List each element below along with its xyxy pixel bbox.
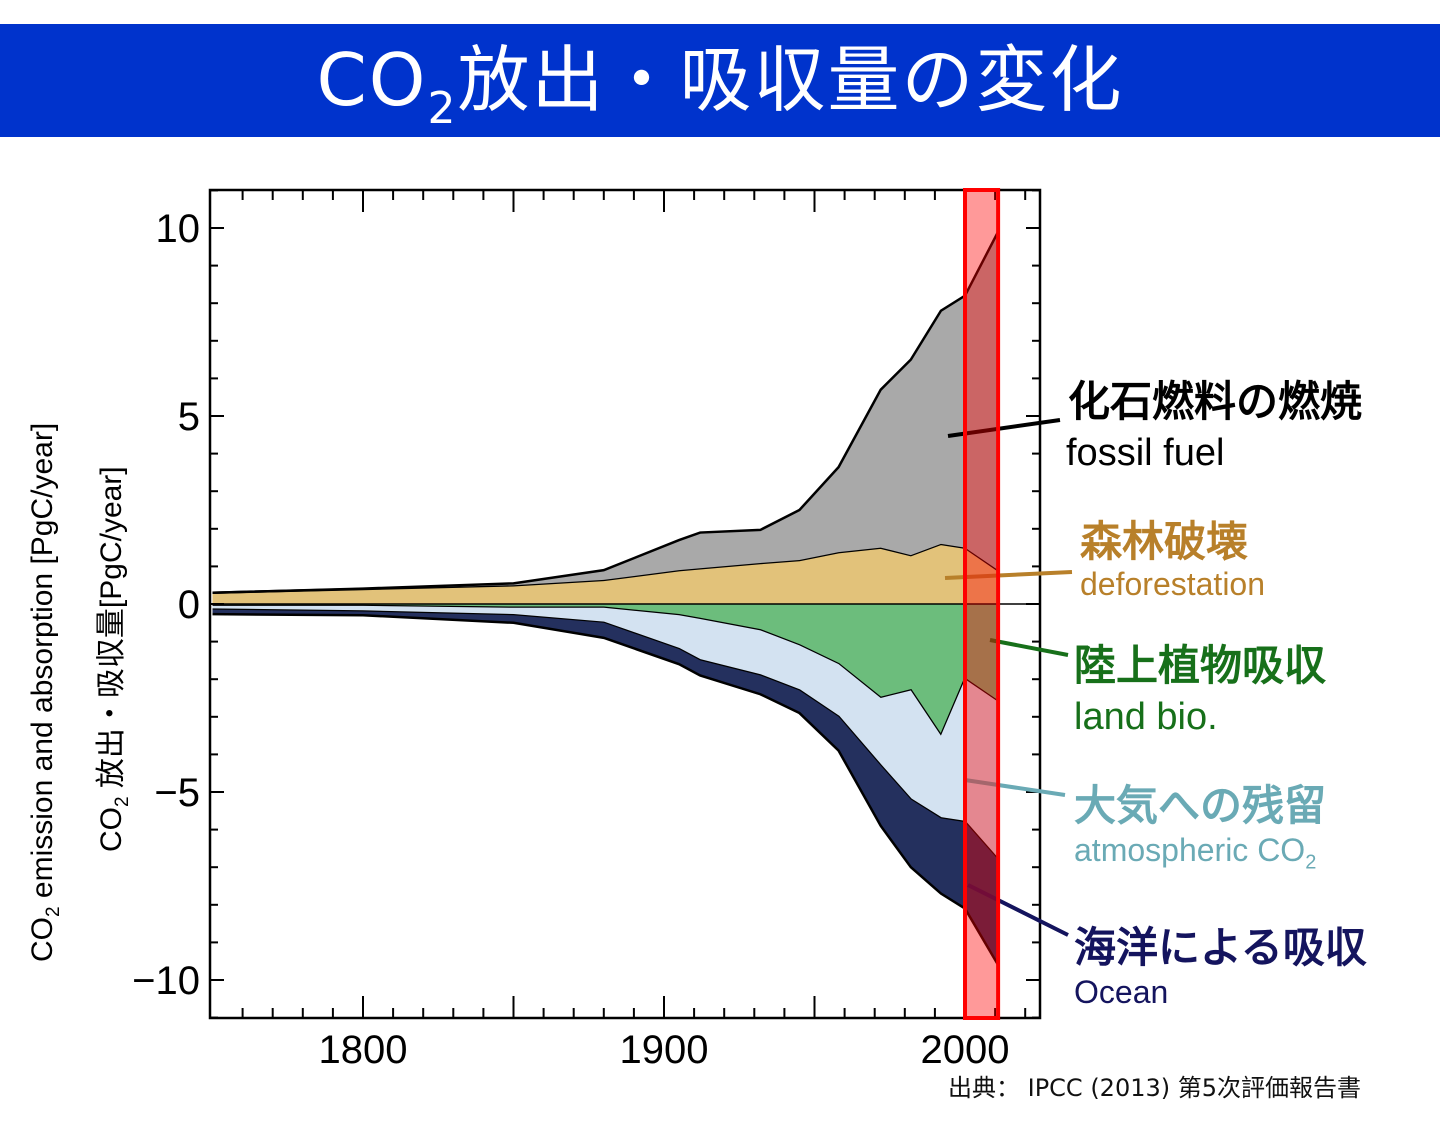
source-citation: 出典： IPCC (2013) 第5次評価報告書 bbox=[948, 1074, 1362, 1102]
area-ocean bbox=[212, 609, 999, 965]
leader-land bbox=[989, 638, 1069, 657]
boundary-fossil-fuel bbox=[212, 231, 1000, 594]
label-land-jp: 陸上植物吸収 bbox=[1074, 641, 1327, 690]
y-tick-label: −10 bbox=[132, 959, 200, 1003]
highlight-layer bbox=[963, 188, 1001, 1020]
y-tick-label: 10 bbox=[156, 207, 201, 251]
y-axis-title-japanese: CO2 放出・吸収量[PgC/year] bbox=[95, 466, 133, 852]
leader-atmosphere bbox=[964, 778, 1066, 797]
title-subscript: 2 bbox=[427, 83, 458, 134]
x-tick-label: 2000 bbox=[921, 1028, 1010, 1072]
highlight-box bbox=[963, 188, 1001, 1020]
x-tick-label: 1800 bbox=[319, 1028, 408, 1072]
title-prefix: CO bbox=[316, 38, 428, 122]
label-fossil-jp: 化石燃料の燃焼 bbox=[1068, 377, 1363, 426]
boundary-ocean bbox=[212, 612, 1000, 966]
y-tick-label: −5 bbox=[154, 771, 200, 815]
title-text: 放出・吸収量の変化 bbox=[457, 38, 1124, 122]
area-fossil-fuel bbox=[212, 231, 999, 593]
label-atmosphere-jp: 大気への残留 bbox=[1074, 781, 1327, 830]
y-tick-label: 0 bbox=[178, 583, 200, 627]
label-ocean-en: Ocean bbox=[1074, 974, 1169, 1010]
area-land-bio- bbox=[212, 604, 999, 736]
label-land-en: land bio. bbox=[1074, 696, 1218, 738]
label-fossil-en: fossil fuel bbox=[1066, 432, 1225, 474]
label-atmosphere-en: atmospheric CO2 bbox=[1074, 832, 1317, 874]
y-axis-title-english: CO2 emission and absorption [PgC/year] bbox=[26, 422, 64, 962]
area-atmospheric-co2 bbox=[212, 605, 999, 860]
title-banner: CO2放出・吸収量の変化 bbox=[0, 24, 1440, 137]
axes: 10 5 0 −5 −10 1800 1900 2000 bbox=[132, 188, 1042, 1072]
area-layers bbox=[212, 231, 1000, 966]
label-deforestation-en: deforestation bbox=[1080, 566, 1266, 602]
label-ocean-jp: 海洋による吸収 bbox=[1074, 923, 1367, 972]
leader-ocean bbox=[967, 883, 1069, 937]
label-deforestation-jp: 森林破壊 bbox=[1080, 517, 1249, 566]
x-tick-label: 1900 bbox=[620, 1028, 709, 1072]
y-tick-label: 5 bbox=[178, 395, 200, 439]
